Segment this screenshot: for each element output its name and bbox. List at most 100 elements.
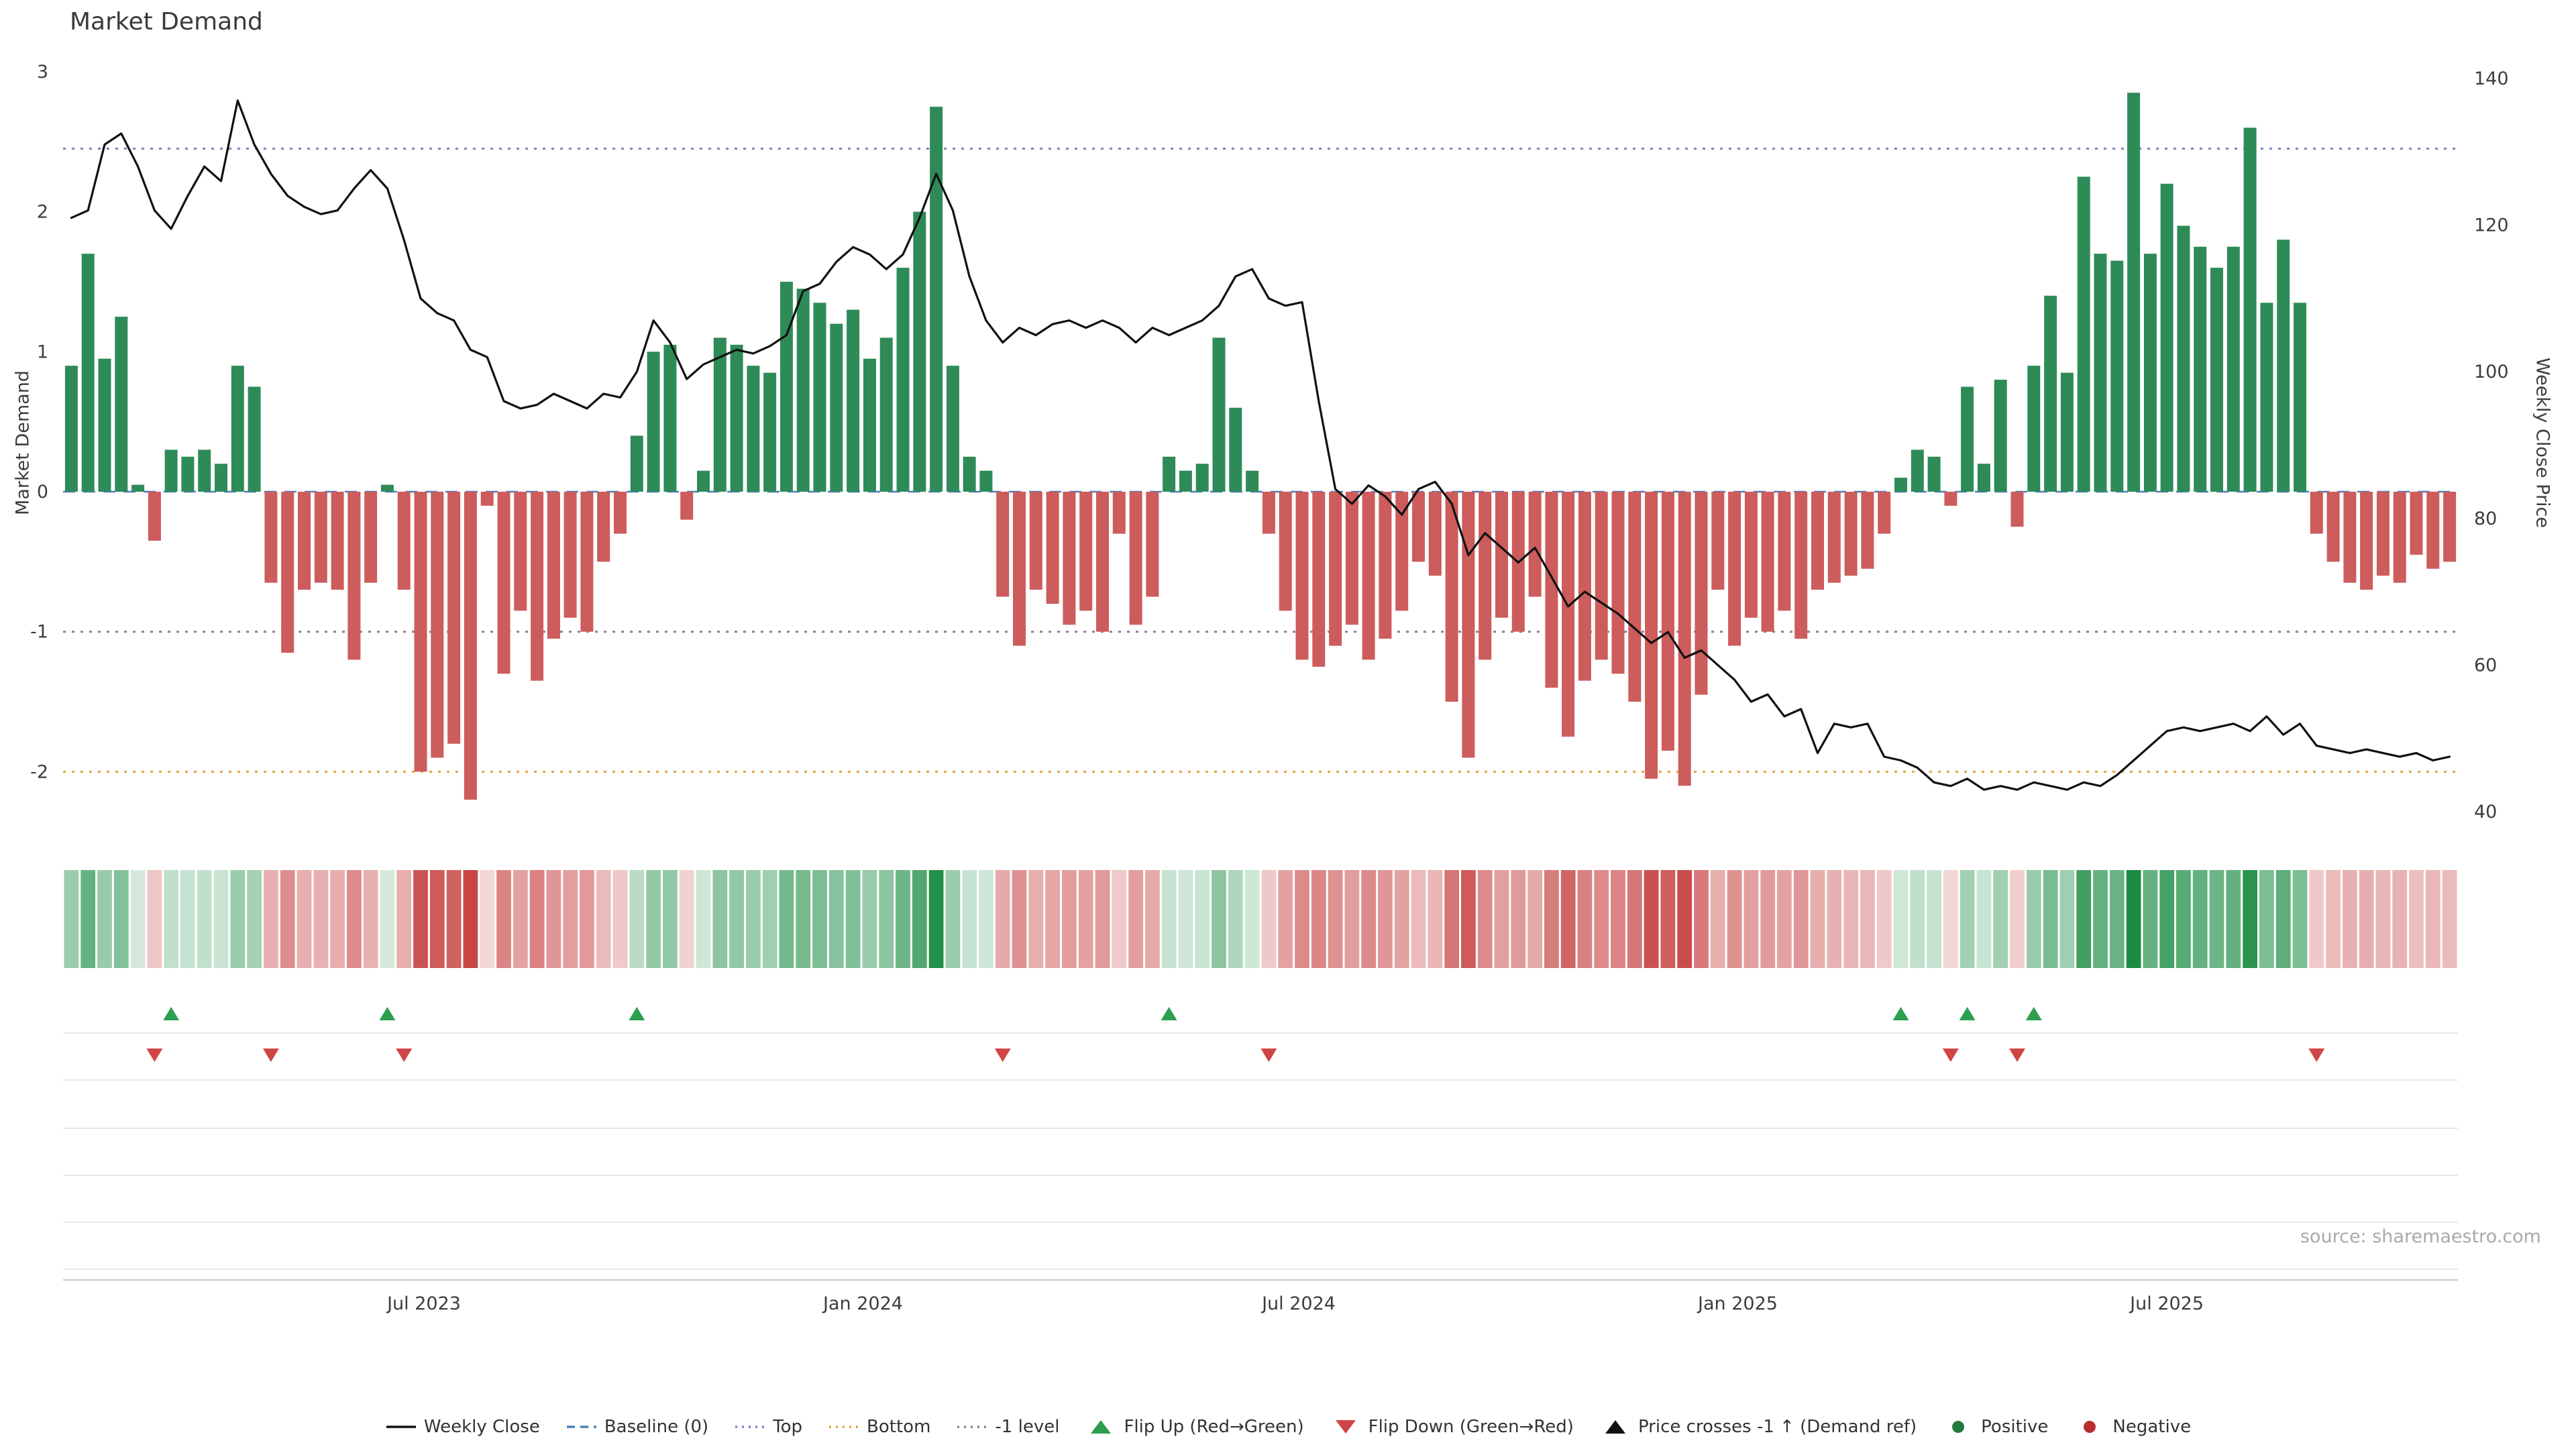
demand-bar <box>713 337 727 492</box>
legend-label: Bottom <box>867 1417 931 1437</box>
heatmap-cell <box>1760 870 1776 968</box>
demand-bar <box>2226 246 2240 492</box>
heatmap-cell <box>1195 870 1210 968</box>
heatmap-cell <box>596 870 611 968</box>
demand-bar <box>1844 492 1858 576</box>
demand-bar <box>1129 492 1142 625</box>
left-y-tick: 2 <box>37 202 48 223</box>
heatmap-cell <box>1577 870 1593 968</box>
heatmap-cell <box>1244 870 1260 968</box>
legend-label: Positive <box>1981 1417 2049 1437</box>
demand-bar <box>1063 492 1076 625</box>
demand-bar <box>680 492 694 520</box>
heatmap-cell <box>1344 870 1360 968</box>
demand-bar <box>364 492 378 583</box>
demand-bar <box>2077 176 2090 492</box>
demand-bar <box>879 337 893 492</box>
heatmap-cell <box>1028 870 1044 968</box>
demand-bar <box>198 449 211 492</box>
heatmap-cell <box>130 870 146 968</box>
heatmap-cell <box>1627 870 1642 968</box>
heatmap-cell <box>280 870 295 968</box>
heatmap-cell <box>945 870 961 968</box>
demand-bar <box>1711 492 1725 590</box>
right-y-tick: 100 <box>2474 362 2509 382</box>
demand-bar <box>397 492 411 590</box>
demand-bar <box>1728 492 1741 646</box>
demand-bar <box>1295 492 1309 660</box>
heatmap-cell <box>2109 870 2125 968</box>
heatmap-cell <box>446 870 462 968</box>
heatmap-cell <box>646 870 661 968</box>
heatmap-cell <box>396 870 412 968</box>
legend-item-1-level: -1 level <box>956 1417 1059 1437</box>
heatmap-cell <box>2375 870 2391 968</box>
heatmap-cell <box>1710 870 1725 968</box>
heatmap-cell <box>1145 870 1160 968</box>
demand-bar <box>248 386 261 492</box>
flip-up-marker-icon <box>2025 1007 2042 1020</box>
heatmap-cell <box>2226 870 2241 968</box>
demand-bar <box>215 464 227 492</box>
demand-bar <box>930 107 943 492</box>
left-y-tick: 3 <box>37 62 48 83</box>
demand-bar <box>1096 492 1109 632</box>
flip-up-marker-icon <box>163 1007 180 1020</box>
demand-bar <box>1046 492 1059 604</box>
demand-bar <box>314 492 327 583</box>
demand-bar <box>1212 337 1226 492</box>
demand-bar <box>81 254 95 492</box>
heatmap-cell <box>2359 870 2374 968</box>
heatmap-cell <box>413 870 428 968</box>
demand-bar <box>630 435 643 492</box>
left-y-tick: -2 <box>30 761 48 782</box>
demand-bar <box>1695 492 1708 695</box>
demand-bar <box>913 211 926 492</box>
heatmap-cell <box>2409 870 2424 968</box>
demand-bar <box>531 492 544 681</box>
x-tick: Jul 2024 <box>1260 1293 1336 1314</box>
heatmap-cell <box>1677 870 1693 968</box>
demand-bar <box>747 366 760 492</box>
demand-bar <box>1112 492 1126 534</box>
demand-bar <box>896 268 910 492</box>
demand-bar <box>1163 456 1176 492</box>
heatmap-cell <box>1311 870 1326 968</box>
demand-bar <box>2027 366 2041 492</box>
heatmap-cell <box>2275 870 2291 968</box>
heatmap-cell <box>1910 870 1925 968</box>
heatmap-cell <box>80 870 96 968</box>
heatmap-cell <box>1694 870 1709 968</box>
demand-bar <box>1246 470 1259 492</box>
demand-bar <box>2376 492 2390 576</box>
demand-bar <box>181 456 195 492</box>
heatmap-cell <box>1328 870 1343 968</box>
demand-bar <box>2010 492 2024 527</box>
demand-bar <box>996 492 1010 597</box>
heatmap-cell <box>663 870 678 968</box>
demand-bar <box>1445 492 1458 702</box>
demand-bar <box>730 344 743 492</box>
heatmap-cell <box>1228 870 1243 968</box>
heatmap-cell <box>1461 870 1476 968</box>
demand-bar <box>331 492 344 590</box>
demand-bar <box>2044 295 2057 492</box>
demand-bar <box>2094 254 2107 492</box>
legend-label: -1 level <box>995 1417 1060 1437</box>
legend-item-positive: Positive <box>1942 1417 2048 1437</box>
demand-bar <box>830 323 843 492</box>
demand-bar <box>863 358 876 492</box>
heatmap-cell <box>1261 870 1277 968</box>
flip-up-marker-icon <box>629 1007 645 1020</box>
heatmap-cell <box>979 870 994 968</box>
x-tick: Jan 2025 <box>1697 1293 1778 1314</box>
demand-bar <box>2393 492 2406 583</box>
demand-bar <box>148 492 161 541</box>
demand-bar <box>2310 492 2323 534</box>
demand-bar <box>1179 470 1192 492</box>
heatmap-cell <box>1178 870 1193 968</box>
demand-bar <box>847 309 860 492</box>
demand-bar <box>2443 492 2457 562</box>
x-tick: Jan 2024 <box>822 1293 903 1314</box>
